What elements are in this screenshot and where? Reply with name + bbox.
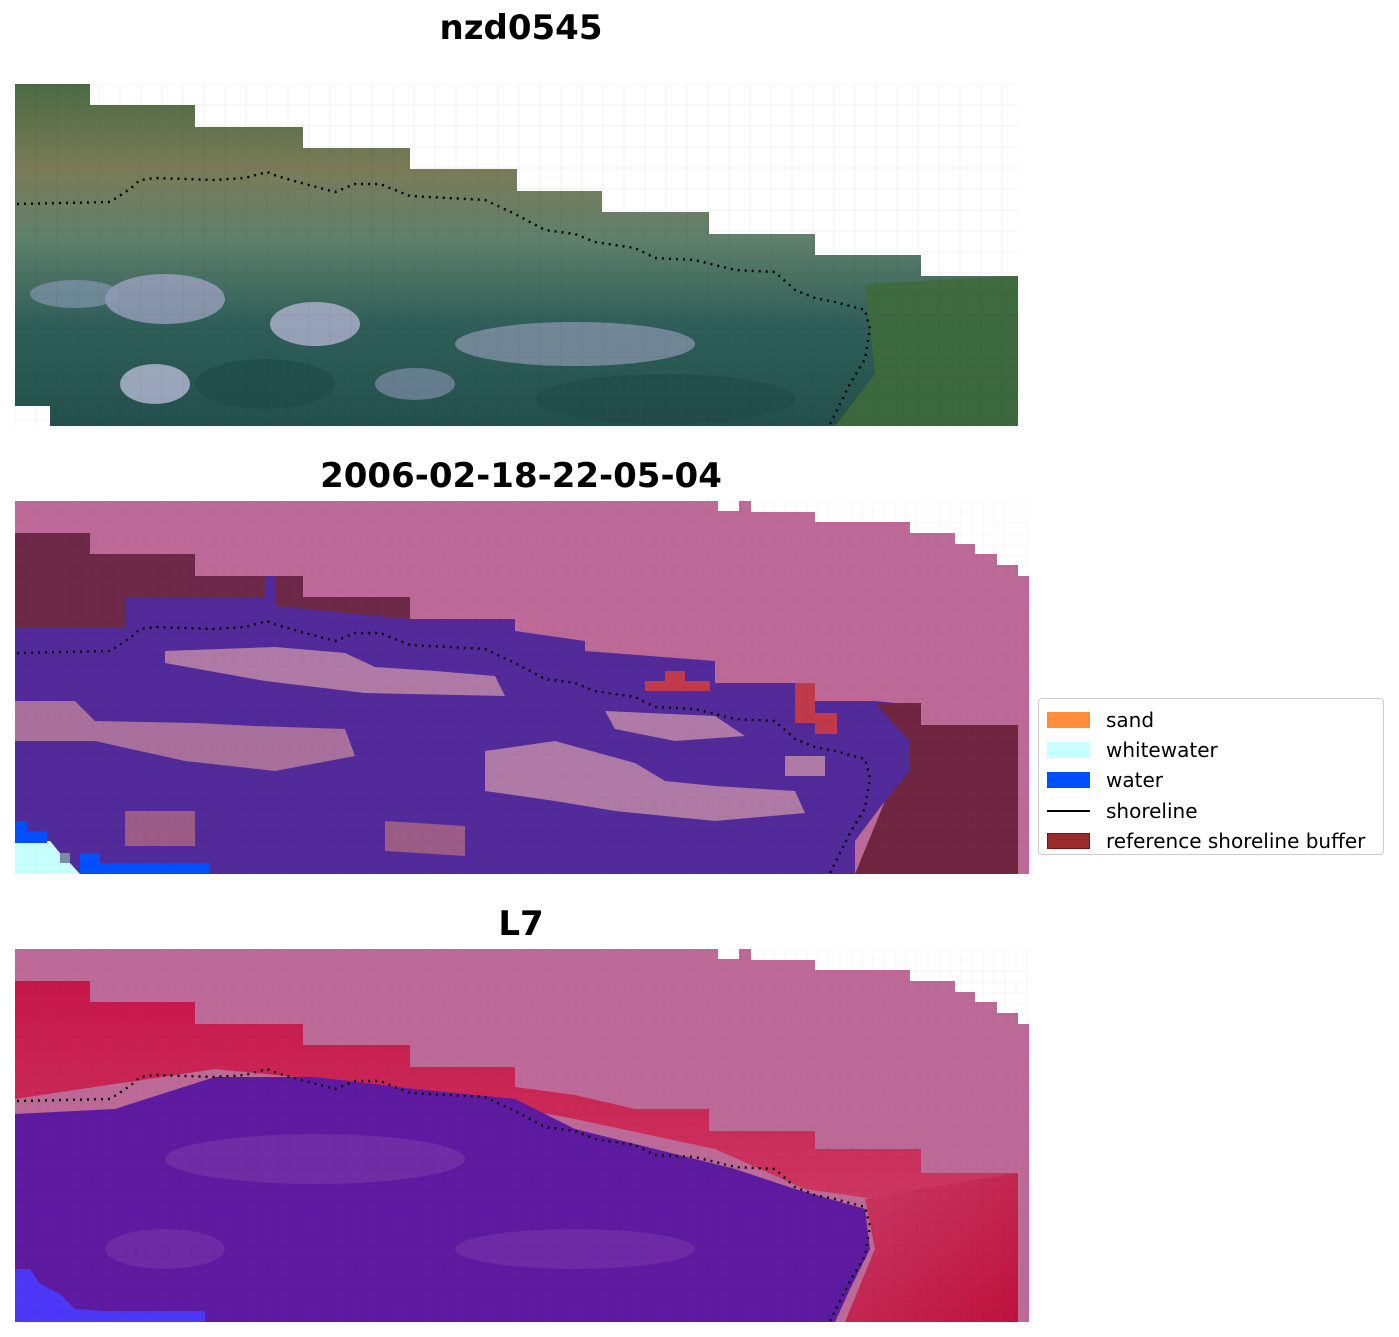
- legend-item-shoreline: shoreline: [1047, 796, 1375, 826]
- legend: sand whitewater water shoreline referenc…: [1038, 698, 1384, 855]
- index-panel: [15, 949, 1029, 1322]
- legend-swatch-shoreline: [1047, 809, 1090, 812]
- rgb-image-panel: [15, 84, 1018, 426]
- legend-label: whitewater: [1106, 738, 1218, 763]
- classification-panel: [15, 501, 1029, 874]
- legend-swatch-whitewater: [1047, 742, 1090, 759]
- legend-item-sand: sand: [1047, 705, 1375, 735]
- shoreline-line: [16, 1067, 872, 1322]
- legend-label: sand: [1106, 708, 1155, 733]
- legend-label: reference shoreline buffer: [1106, 828, 1366, 853]
- legend-item-reference-buffer: reference shoreline buffer: [1047, 826, 1375, 856]
- panel-title-index: L7: [498, 904, 544, 944]
- legend-swatch-sand: [1047, 712, 1090, 729]
- legend-swatch-reference-buffer: [1047, 832, 1090, 849]
- panel-title-rgb: nzd0545: [439, 8, 603, 48]
- legend-label: shoreline: [1106, 798, 1198, 823]
- legend-item-water: water: [1047, 765, 1375, 795]
- shoreline-line: [16, 170, 872, 425]
- panel-title-classification: 2006-02-18-22-05-04: [320, 456, 722, 496]
- legend-item-whitewater: whitewater: [1047, 735, 1375, 765]
- legend-swatch-water: [1047, 772, 1090, 789]
- shoreline-line: [16, 619, 872, 874]
- legend-label: water: [1106, 768, 1163, 793]
